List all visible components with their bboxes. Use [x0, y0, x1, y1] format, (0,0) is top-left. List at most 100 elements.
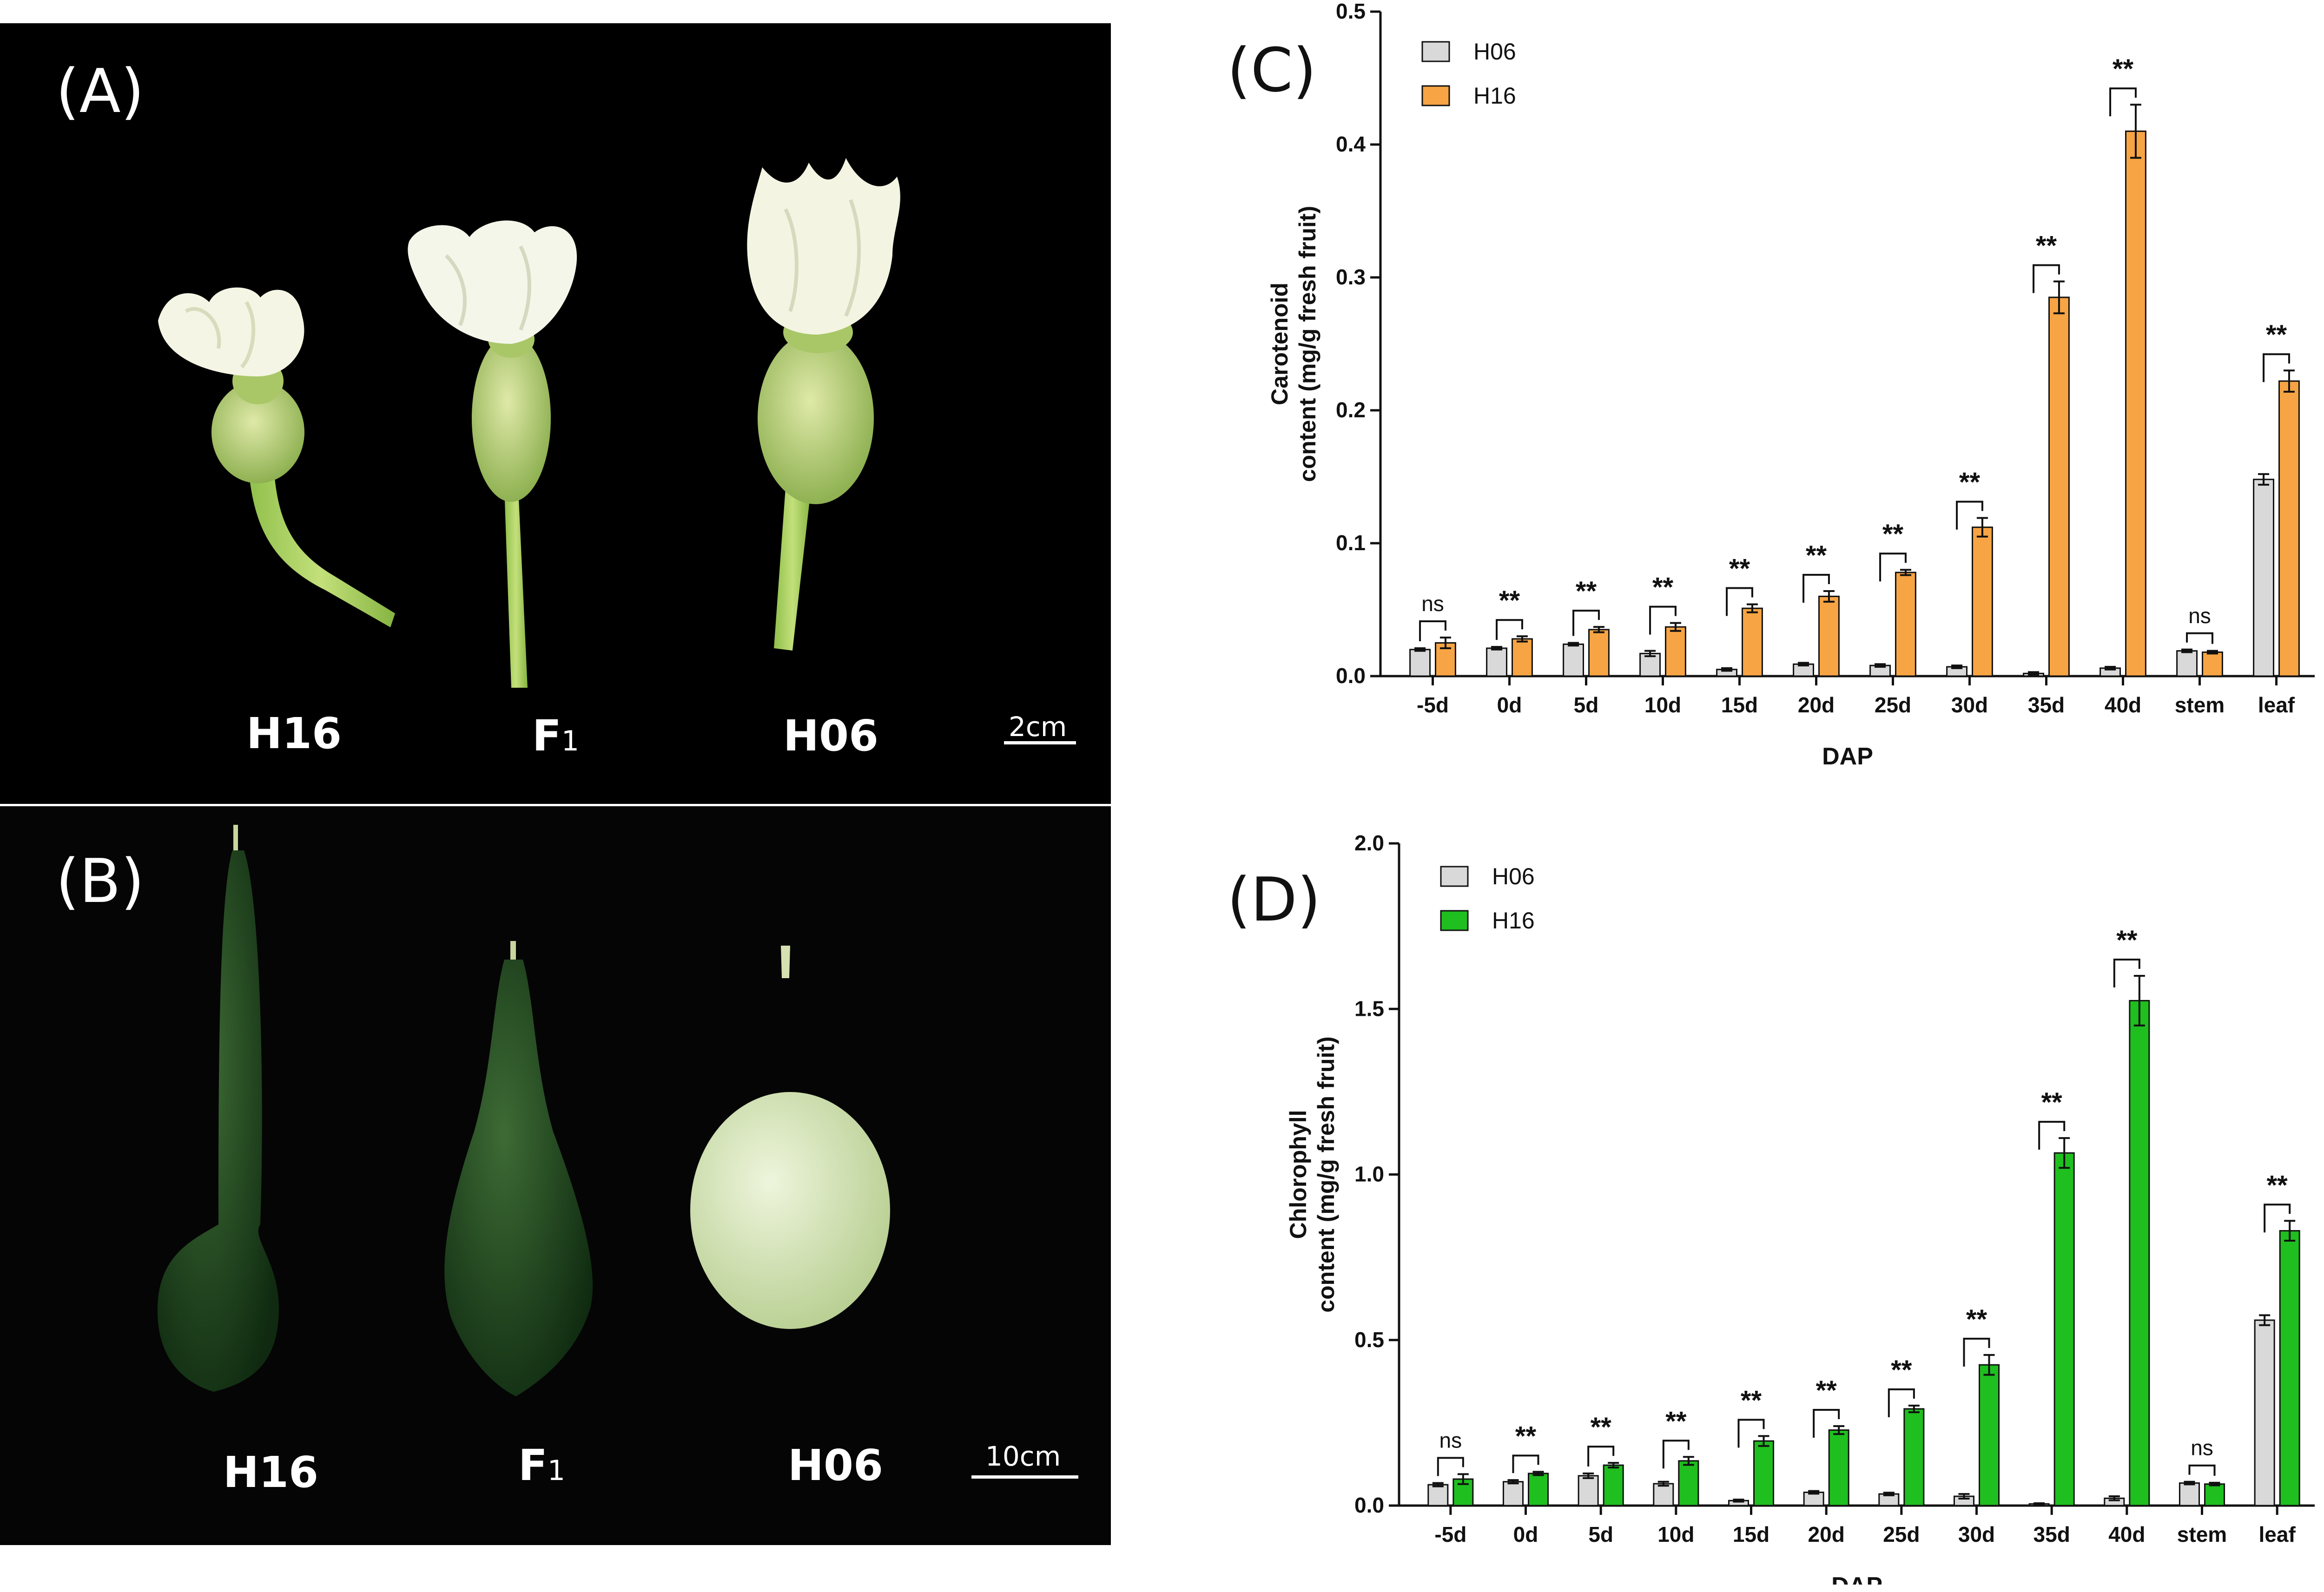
significance-bracket: [1956, 500, 1983, 530]
label-f1-fruit: F1: [518, 1441, 566, 1490]
x-tick-label: 35d: [2028, 693, 2065, 717]
y-tick-label: 0.1: [1336, 531, 1366, 555]
significance-label: **: [2266, 320, 2287, 350]
x-tick-label: stem: [2177, 1522, 2227, 1546]
significance-label: ns: [2188, 604, 2211, 628]
y-tick-label: 0.0: [1354, 1493, 1384, 1517]
legend-label-h06: H06: [1492, 863, 1535, 889]
significance-bracket: [1737, 1419, 1765, 1448]
bar-h06: [2179, 1482, 2200, 1506]
label-h16-flower: H16: [246, 709, 342, 758]
x-tick-label: 0d: [1513, 1522, 1538, 1546]
significance-bracket: [2263, 353, 2290, 382]
chlorophyll-chart: 0.0 0.5 1.0 1.5 2.0 Chlorophyll content (mg/g …: [1285, 831, 2315, 1585]
legend-label-h06: H06: [1473, 39, 1516, 65]
significance-label: **: [1729, 554, 1750, 584]
bar-h16: [2278, 380, 2300, 677]
bar-h16: [2053, 1152, 2075, 1506]
bar-h16: [1603, 1464, 1624, 1506]
significance-bracket: [1662, 1440, 1690, 1469]
significance-bracket: [1437, 1457, 1464, 1476]
significance-bracket: [1587, 1446, 1615, 1467]
flower-h06: [747, 158, 900, 651]
x-axis-label: DAP: [1822, 743, 1873, 770]
legend-swatch-h16: [1421, 85, 1450, 106]
bar-h16: [1665, 626, 1686, 677]
bar-h16: [2204, 1483, 2225, 1506]
bar-h16: [1818, 595, 1840, 677]
significance-label: **: [2116, 925, 2138, 955]
y-tick-label: 0.0: [1336, 664, 1366, 688]
significance-bracket: [1802, 573, 1830, 603]
significance-label: **: [1499, 585, 1520, 616]
bar-h16: [2279, 1230, 2300, 1506]
fruit-h06: [690, 946, 890, 1329]
scale-label-a: 2cm: [1009, 711, 1067, 743]
bar-h06: [1793, 663, 1814, 677]
y-tick-label: 0.2: [1336, 398, 1366, 422]
x-tick-label: -5d: [1417, 693, 1449, 717]
x-tick-label: 30d: [1951, 693, 1988, 717]
significance-bracket: [1813, 1409, 1840, 1438]
photo-panel-a: (A): [0, 23, 1111, 804]
bar-h16: [1979, 1364, 2000, 1506]
legend-swatch-h06: [1421, 41, 1450, 62]
y-axis-label-line2: content (mg/g fresh fruit): [1313, 1036, 1339, 1312]
x-tick-label: 35d: [2034, 1522, 2070, 1546]
scale-label-b: 10cm: [985, 1441, 1061, 1472]
significance-bracket: [1879, 553, 1907, 582]
x-tick-label: 30d: [1958, 1522, 1995, 1546]
y-tick-label: 2.0: [1354, 831, 1384, 855]
label-h16-fruit: H16: [223, 1447, 319, 1497]
significance-bracket: [1496, 619, 1523, 640]
bar-h16: [1588, 629, 1610, 677]
bar-h16: [2125, 130, 2146, 677]
bar-h16: [1678, 1460, 1699, 1506]
y-tick-label: 1.5: [1354, 996, 1384, 1020]
bar-h16: [2129, 1000, 2150, 1506]
scale-bar-a: [1004, 741, 1076, 744]
legend-label-h16: H16: [1492, 908, 1535, 934]
legend-swatch-h06: [1440, 866, 1469, 887]
significance-label: ns: [1439, 1428, 1462, 1452]
fruit-f1: [444, 941, 593, 1396]
x-tick-label: 15d: [1721, 693, 1758, 717]
x-tick-label: 25d: [1883, 1522, 1920, 1546]
bar-h16: [1528, 1473, 1549, 1506]
legend-label-h16: H16: [1473, 83, 1516, 109]
significance-label: ns: [1421, 592, 1444, 616]
fruit-illustrations: [157, 825, 890, 1396]
flower-h16: [158, 287, 395, 627]
bar-h16: [1742, 607, 1763, 677]
photo-panel-b: (B) H16 F1 H06 10cm: [0, 806, 1111, 1545]
x-tick-label: 5d: [1574, 693, 1599, 717]
bar-h06: [2254, 1319, 2275, 1506]
significance-bracket: [2264, 1204, 2291, 1233]
x-tick-label: 0d: [1497, 693, 1522, 717]
panel-letter-a: (A): [56, 56, 145, 126]
fruit-h16: [157, 825, 279, 1392]
significance-label: **: [2113, 54, 2134, 84]
bar-h16: [1972, 526, 1993, 677]
significance-bracket: [2109, 87, 2137, 117]
significance-label: **: [1741, 1385, 1762, 1415]
scale-bar-b: [971, 1475, 1078, 1479]
x-tick-label: leaf: [2258, 693, 2295, 717]
label-h06-fruit: H06: [788, 1441, 884, 1490]
bar-h16: [1753, 1440, 1775, 1506]
y-axis-label-line2: content (mg/g fresh fruit): [1294, 206, 1320, 482]
label-h06-flower: H06: [783, 711, 879, 761]
significance-label: **: [1966, 1304, 1987, 1335]
y-tick-label: 0.5: [1336, 0, 1366, 23]
significance-bracket: [1419, 620, 1446, 641]
significance-label: **: [2036, 231, 2057, 261]
chart-letter-d: (D): [1227, 864, 1321, 935]
significance-label: **: [1652, 572, 1674, 603]
bar-h06: [1578, 1475, 1599, 1506]
significance-label: **: [1816, 1375, 1837, 1406]
bar-h16: [1895, 572, 1916, 677]
significance-bracket: [2033, 264, 2060, 293]
x-tick-label: 25d: [1875, 693, 1911, 717]
bar-h06: [1409, 649, 1431, 677]
significance-label: **: [1665, 1406, 1687, 1436]
